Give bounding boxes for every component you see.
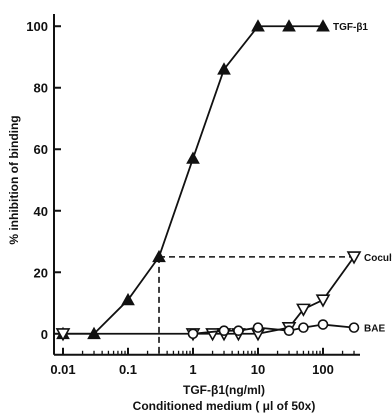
data-point-open-circle (233, 325, 244, 336)
tick-labels: 0 20 40 60 80 100 0.01 0.1 1 10 100 (26, 19, 334, 377)
data-point-open-triangle (55, 328, 71, 342)
series-0: TGF-β1 (56, 19, 368, 340)
series-line (63, 256, 355, 335)
y-tick-label: 40 (34, 204, 48, 219)
y-tick-label: 0 (41, 327, 48, 342)
data-point-filled-triangle (217, 62, 231, 75)
series-label: Coculture (364, 253, 392, 264)
x-tick-label: 100 (312, 362, 334, 377)
data-point-filled-triangle (282, 19, 296, 32)
data-point-filled-triangle (186, 151, 200, 164)
data-point-open-triangle (315, 294, 331, 308)
y-tick-label: 20 (34, 265, 48, 280)
data-point-open-circle (317, 319, 329, 330)
x-tick-label: 0.01 (50, 362, 75, 377)
series-line (63, 25, 323, 335)
x-tick-label: 1 (189, 362, 196, 377)
series-label: BAE (364, 324, 385, 335)
data-point-filled-triangle (121, 292, 135, 306)
x-tick-label: 0.1 (119, 362, 137, 377)
data-point-open-circle (298, 322, 309, 333)
data-point-open-circle (283, 325, 295, 336)
y-tick-label: 100 (26, 19, 48, 34)
data-point-open-circle (187, 328, 199, 340)
data-point-filled-triangle (251, 19, 265, 32)
x-axis-label-line2: Conditioned medium ( μl of 50x) (133, 399, 316, 413)
data-point-open-circle (252, 322, 264, 333)
data-point-filled-triangle (316, 19, 330, 32)
series-label: TGF-β1 (333, 22, 368, 33)
data-point-open-triangle (296, 303, 311, 317)
data-point-filled-triangle (152, 249, 166, 263)
dashed-reference-lines (158, 256, 355, 355)
y-tick-label: 80 (34, 81, 48, 96)
data-point-open-circle (348, 322, 360, 333)
series-group: TGF-β1 Coculture BAE (55, 19, 392, 342)
data-point-open-circle (218, 325, 230, 336)
x-tick-label: 10 (251, 362, 265, 377)
data-point-open-triangle (346, 251, 362, 265)
x-axis-label-line1: TGF-β1(ng/ml) (183, 383, 265, 397)
y-axis-label: % inhibition of binding (7, 115, 21, 244)
y-tick-label: 60 (34, 142, 48, 157)
series-2: BAE (187, 319, 385, 340)
